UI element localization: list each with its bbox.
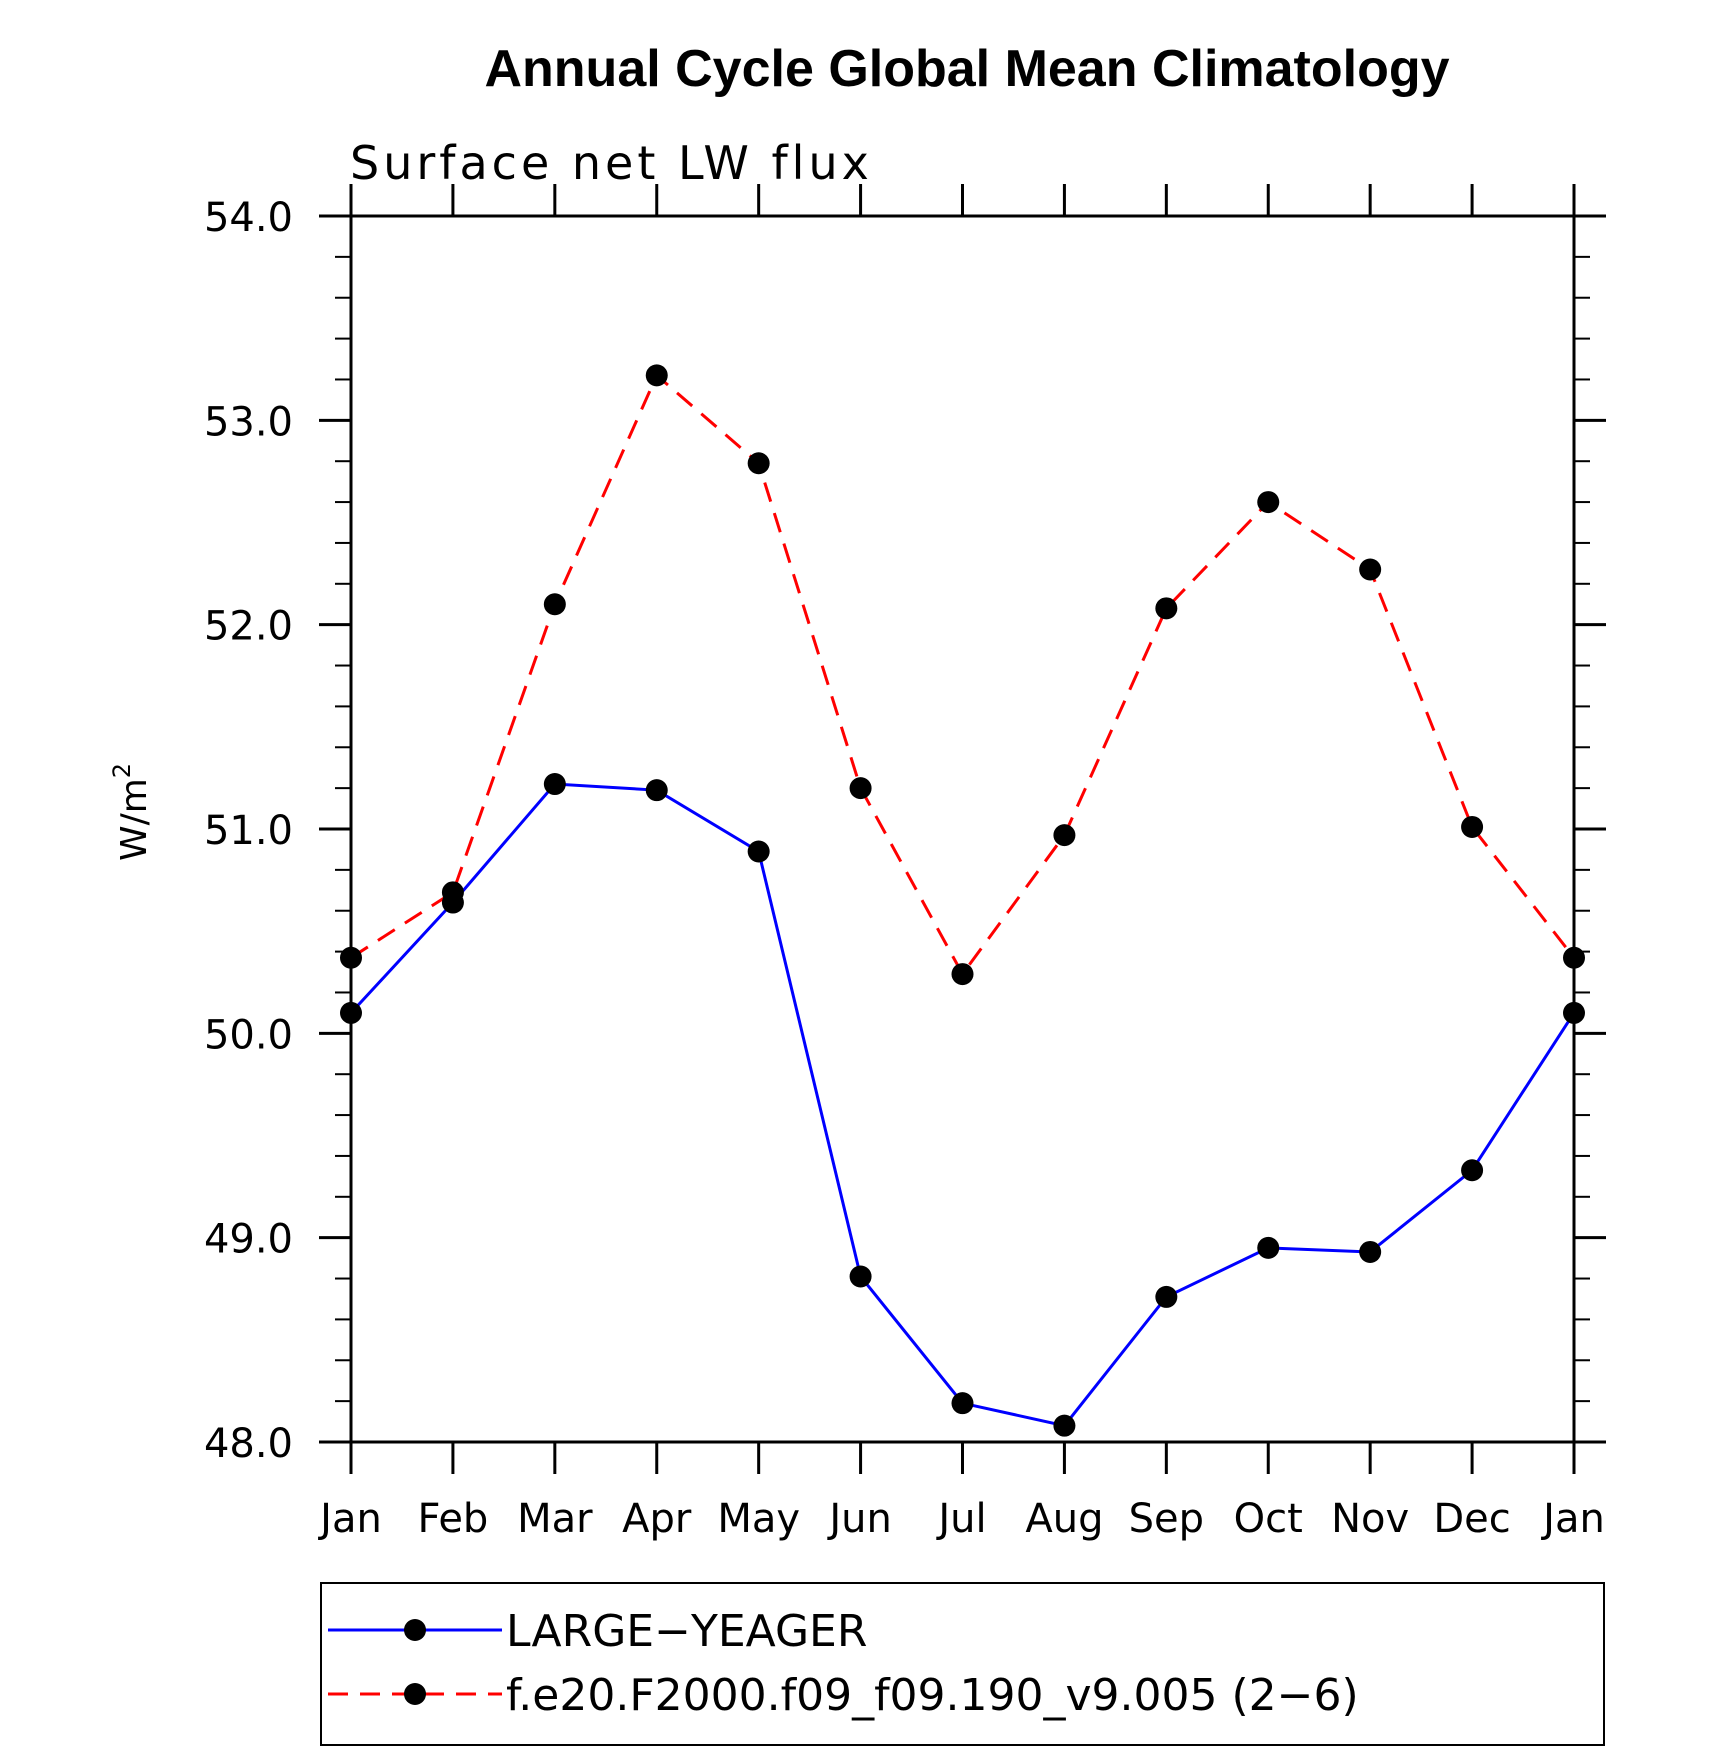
series-0-point	[543, 773, 566, 796]
x-tick-label: Jan	[1540, 1496, 1605, 1542]
series-1-point	[1257, 491, 1280, 514]
axis-tick-labels: Jan Feb Mar Apr May Jun Jul Aug Sep Oct Nov Dec Jan 4…	[204, 195, 1605, 1542]
y-axis-label: W/m2	[108, 763, 155, 861]
legend-label-1: f.e20.F2000.f09_f09.190_v9.005 (2−6)	[506, 1670, 1359, 1721]
y-tick-label: 50.0	[204, 1012, 293, 1058]
series-0-point	[1257, 1236, 1280, 1259]
series-1-point	[951, 963, 974, 986]
y-tick-label: 54.0	[204, 195, 293, 241]
y-tick-label: 52.0	[204, 604, 293, 650]
chart-title: Annual Cycle Global Mean Climatology	[484, 40, 1449, 98]
series-1-point	[1155, 597, 1178, 620]
legend-marker-1	[404, 1683, 426, 1705]
y-axis-label-superscript: 2	[108, 763, 136, 778]
x-tick-label: Sep	[1129, 1496, 1204, 1542]
x-tick-label: Dec	[1433, 1496, 1510, 1542]
series-0-point	[951, 1392, 974, 1415]
plot-frame	[349, 214, 1576, 1444]
axis-ticks	[319, 184, 1606, 1474]
series-1-point	[747, 452, 770, 475]
series-1-point	[1359, 558, 1382, 581]
series-0-point	[1053, 1414, 1076, 1437]
x-tick-label: Jan	[317, 1496, 382, 1542]
series-0-point	[645, 779, 668, 802]
y-axis-label-unit: W/m	[114, 778, 155, 861]
x-tick-label: May	[717, 1496, 800, 1542]
series-0-point	[849, 1265, 872, 1288]
legend-box	[320, 1582, 1605, 1746]
series-1-point	[441, 881, 464, 904]
x-tick-label: Jun	[826, 1496, 892, 1542]
series-1-point	[645, 364, 668, 387]
series-1-point	[1461, 815, 1484, 838]
x-tick-label: Feb	[418, 1496, 489, 1542]
chart-subtitle: Surface net LW flux	[350, 136, 873, 190]
series-1-point	[543, 593, 566, 616]
series-0-point	[747, 840, 770, 863]
x-tick-label: Mar	[517, 1496, 593, 1542]
series-line-0	[349, 782, 1576, 1428]
series-1-point	[849, 777, 872, 800]
series-0-point	[1461, 1159, 1484, 1182]
x-tick-label: Nov	[1331, 1496, 1409, 1542]
series-1-point	[1053, 824, 1076, 847]
y-tick-label: 53.0	[204, 399, 293, 445]
legend-label-0: LARGE−YEAGER	[506, 1606, 867, 1657]
series-0-point	[1359, 1240, 1382, 1263]
y-tick-label: 51.0	[204, 808, 293, 854]
x-tick-label: Oct	[1234, 1496, 1303, 1542]
x-tick-label: Jul	[935, 1496, 986, 1542]
legend: LARGE−YEAGER f.e20.F2000.f09_f09.190_v9.0…	[320, 1582, 1605, 1746]
series-layer	[340, 364, 1585, 1437]
legend-marker-0	[404, 1619, 426, 1641]
y-tick-label: 48.0	[204, 1421, 293, 1467]
x-tick-label: Apr	[622, 1496, 692, 1542]
legend-items: LARGE−YEAGER f.e20.F2000.f09_f09.190_v9.0…	[328, 1606, 1359, 1721]
series-0-point	[1155, 1285, 1178, 1308]
x-tick-label: Aug	[1025, 1496, 1103, 1542]
y-tick-label: 49.0	[204, 1217, 293, 1263]
series-line-1	[350, 372, 1576, 977]
